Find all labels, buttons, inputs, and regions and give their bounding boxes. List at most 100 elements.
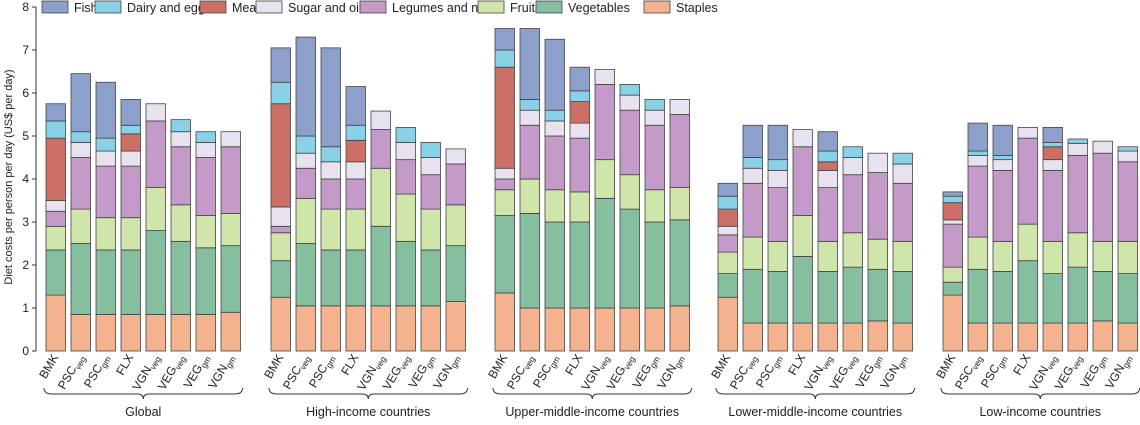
bar-segment	[992, 159, 1013, 171]
legend-label: Fish	[74, 1, 98, 15]
x-tick-label: PSCgm	[978, 352, 1010, 392]
bar-segment	[95, 249, 116, 315]
x-tick-label: BMK	[485, 352, 510, 382]
y-tick-label: 1	[22, 301, 29, 315]
bar-segment	[270, 260, 291, 298]
bar-segment	[967, 236, 988, 270]
bar-segment	[594, 307, 615, 352]
group-brackets: Global High-income countries Upper-middle-…	[43, 387, 1140, 419]
x-tick-label: PSCgm	[306, 352, 338, 392]
bar-segment	[445, 148, 466, 165]
bar-segment	[569, 122, 590, 139]
x-tick-label: FLX	[338, 352, 361, 378]
bar-segment	[992, 240, 1013, 272]
bar-segment	[1092, 140, 1113, 154]
bar-segment	[195, 131, 216, 143]
bar-segment	[320, 47, 341, 148]
bar-segment	[742, 167, 763, 184]
y-tick-label: 2	[22, 258, 29, 272]
bar-segment	[120, 165, 141, 219]
bar-segment	[742, 236, 763, 270]
bar-segment	[1017, 260, 1038, 324]
bar-segment	[792, 215, 813, 257]
group-label: Low-income countries	[979, 405, 1101, 419]
bar-segment	[320, 178, 341, 210]
bar-segment	[220, 212, 241, 247]
bar-segment	[1042, 146, 1063, 161]
bar-segment	[70, 131, 91, 143]
bar-segment	[717, 182, 738, 197]
bar-segment	[395, 142, 416, 161]
bar-segment	[867, 152, 888, 173]
bar-segment	[95, 314, 116, 352]
bar-segment	[892, 163, 913, 184]
bar-segment	[145, 187, 166, 232]
bar-segment	[1117, 150, 1138, 163]
bar-segment	[842, 266, 863, 324]
bar-segment	[569, 90, 590, 102]
y-tick-label: 8	[22, 0, 29, 14]
bar-segment	[842, 174, 863, 234]
bar-segment	[45, 294, 66, 352]
bar-segment	[992, 154, 1013, 161]
bar-segment	[669, 187, 690, 221]
bar-segment	[420, 142, 441, 158]
bar-segment	[519, 28, 540, 100]
bar-segment	[967, 322, 988, 352]
x-tick-label: FLX	[562, 352, 585, 378]
bar-segment	[594, 84, 615, 161]
legend-swatch	[41, 0, 69, 14]
bar-segment	[817, 169, 838, 188]
bar-segment	[544, 109, 565, 122]
bar-segment	[370, 305, 391, 352]
bar-segment	[892, 240, 913, 272]
bar-segment	[1042, 169, 1063, 242]
bar-segment	[742, 157, 763, 169]
bar-segment	[320, 249, 341, 307]
bar-segment	[992, 124, 1013, 156]
bar-segment	[942, 219, 963, 225]
bar-segment	[1017, 137, 1038, 225]
legend-swatch	[535, 0, 563, 14]
bar-segment	[120, 133, 141, 152]
bar-segment	[767, 159, 788, 171]
bar-segment	[544, 120, 565, 137]
group-label: Upper-middle-income countries	[505, 405, 679, 419]
bar-segment	[992, 271, 1013, 324]
group-bracket	[715, 387, 915, 400]
bar-segment	[1117, 146, 1138, 152]
bar-segment	[817, 322, 838, 352]
bar-segment	[95, 217, 116, 251]
y-axis: 0 1 2 3 4 5 6 7 8	[22, 0, 37, 358]
bar-segment	[270, 225, 291, 234]
bar-segment	[942, 294, 963, 352]
bars	[45, 28, 1138, 352]
bar-segment	[1092, 240, 1113, 272]
bar-segment	[270, 206, 291, 227]
bar-segment	[220, 146, 241, 214]
x-tick-label: PSCveg	[280, 351, 313, 392]
x-tick-label: PSCveg	[55, 351, 88, 392]
group-label: Global	[125, 405, 161, 419]
bar-segment	[544, 189, 565, 223]
bar-segment	[95, 81, 116, 139]
legend-label: Legumes and nuts	[392, 1, 495, 15]
bar-segment	[120, 217, 141, 251]
bar-segment	[942, 202, 963, 221]
bar-segment	[892, 152, 913, 165]
bar-segment	[1017, 127, 1038, 139]
bar-segment	[345, 161, 366, 180]
bar-segment	[669, 114, 690, 188]
bar-segment	[45, 200, 66, 212]
bar-group	[270, 36, 466, 352]
bar-segment	[95, 137, 116, 152]
bar-segment	[295, 36, 316, 137]
bar-segment	[494, 189, 515, 216]
bar-segment	[669, 99, 690, 115]
bar-segment	[792, 322, 813, 352]
bar-segment	[842, 322, 863, 352]
bar-segment	[220, 245, 241, 313]
bar-segment	[767, 240, 788, 272]
bar-segment	[967, 122, 988, 152]
